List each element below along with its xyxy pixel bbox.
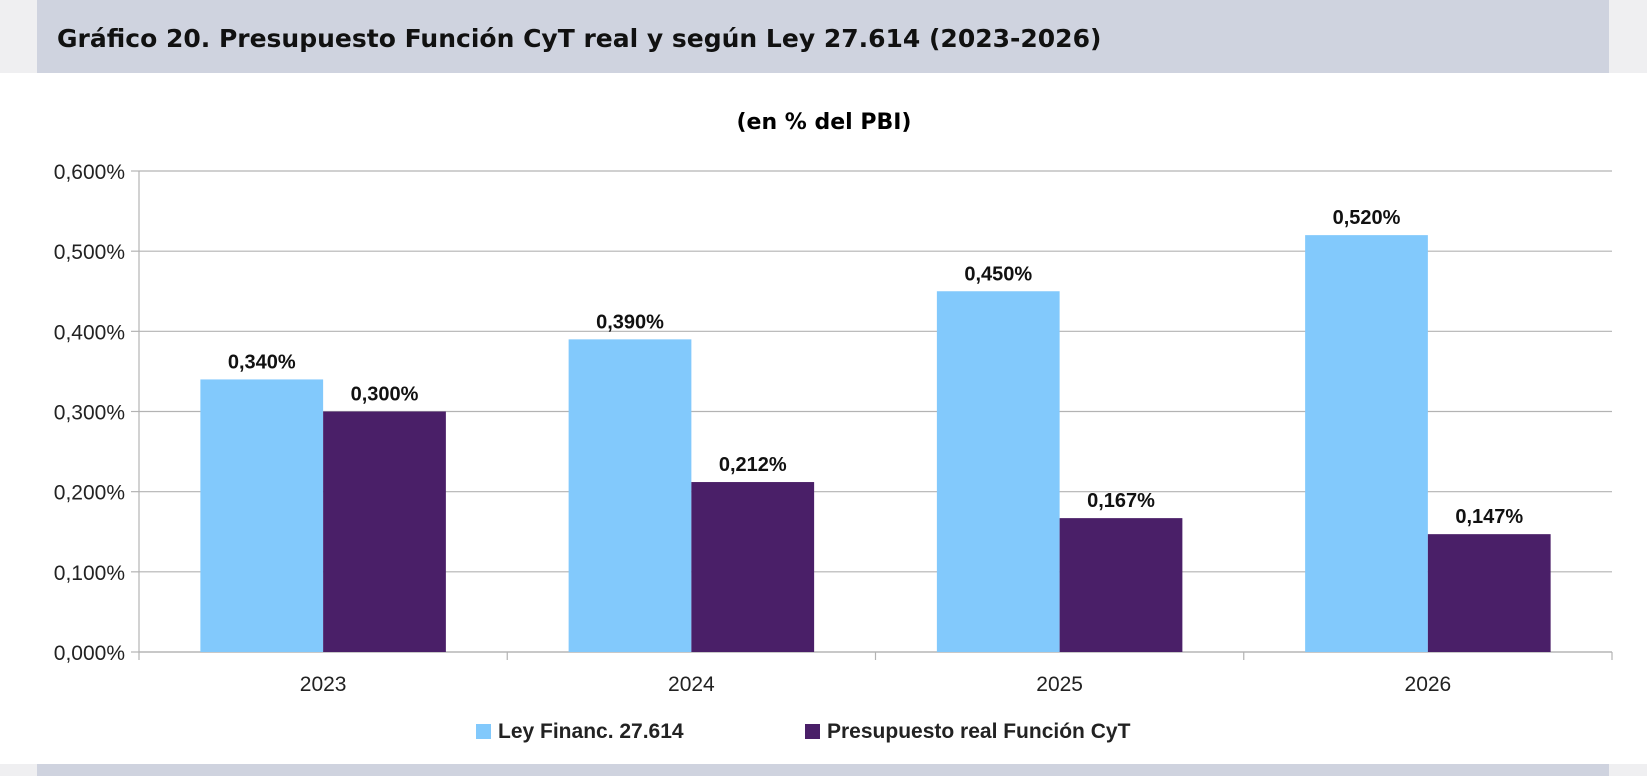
y-tick-label: 0,100% <box>54 562 125 585</box>
bar-ley-2026 <box>1305 235 1428 652</box>
bars <box>200 235 1551 652</box>
data-label: 0,147% <box>1455 506 1523 528</box>
y-tick-label: 0,300% <box>54 402 125 425</box>
data-labels: 0,340% 0,390% 0,450% 0,520% 0,300% 0,212% 0,16… <box>228 207 1524 528</box>
legend: Ley Financ. 27.614 Presupuesto real Funci… <box>476 720 1131 743</box>
bar-real-2023 <box>323 411 446 652</box>
data-label: 0,167% <box>1087 490 1155 512</box>
bar-real-2026 <box>1427 534 1551 652</box>
chart-subtitle: (en % del PBI) <box>736 110 911 135</box>
x-tick-label: 2025 <box>1036 673 1083 696</box>
bar-real-2025 <box>1059 518 1183 652</box>
y-tick-label: 0,500% <box>54 241 125 264</box>
legend-label-ley: Ley Financ. 27.614 <box>498 720 684 743</box>
data-label: 0,340% <box>228 351 296 373</box>
bar-chart: (en % del PBI) 0,000%0,100%0,200%0,300%0… <box>54 110 1613 743</box>
bar-real-2024 <box>691 482 815 652</box>
y-tick-label: 0,000% <box>54 642 125 665</box>
legend-swatch-real <box>805 724 820 739</box>
chart-header: Gráfico 20. Presupuesto Función CyT real… <box>37 0 1609 73</box>
x-tick-label: 2023 <box>300 673 347 696</box>
bar-ley-2024 <box>568 339 692 652</box>
x-tick-label: 2024 <box>668 673 715 696</box>
data-label: 0,520% <box>1333 207 1401 229</box>
figure-title: Gráfico 20. Presupuesto Función CyT real… <box>57 24 1102 53</box>
bar-ley-2025 <box>936 291 1060 652</box>
legend-label-real: Presupuesto real Función CyT <box>827 720 1131 743</box>
x-tick-label: 2026 <box>1405 673 1452 696</box>
y-tick-label: 0,600% <box>54 161 125 184</box>
y-tick-label: 0,400% <box>54 321 125 344</box>
data-label: 0,390% <box>596 311 664 333</box>
data-label: 0,300% <box>351 384 419 406</box>
data-label: 0,212% <box>719 454 787 476</box>
bar-ley-2023 <box>200 379 324 652</box>
data-label: 0,450% <box>964 263 1032 285</box>
chart-footer <box>37 764 1609 776</box>
y-tick-label: 0,200% <box>54 482 125 505</box>
legend-swatch-ley <box>476 724 491 739</box>
